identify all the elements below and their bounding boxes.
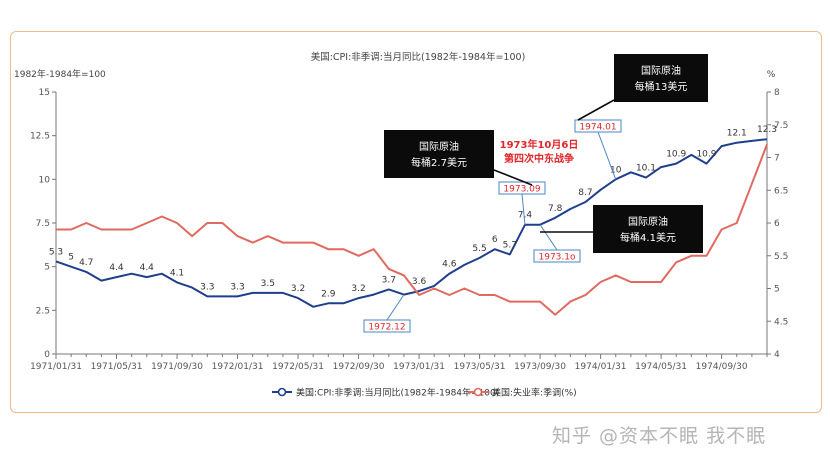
unemployment-series-line (56, 144, 768, 316)
legend-item-cpi[interactable]: 美国:CPI:非季调:当月同比(1982年-1984年=100) (272, 387, 499, 399)
left-tick-label: 2.5 (36, 306, 50, 316)
x-tick-label: 1971/01/31 (30, 362, 82, 372)
oil-box-1: 国际原油 每桶2.7美元 (384, 130, 494, 178)
left-tick-label: 7.5 (36, 219, 50, 229)
right-tick-label: 5 (774, 285, 780, 295)
date-callout-label: 1973.1o (539, 253, 576, 263)
date-callout-box (533, 249, 581, 263)
cpi-data-label: 8.7 (578, 188, 592, 198)
right-tick-label: 7 (774, 154, 780, 164)
x-tick-label: 1973/01/31 (393, 362, 445, 372)
left-tick-label: 10 (39, 175, 51, 185)
oil-box-1-line1: 国际原油 (419, 140, 459, 153)
cpi-data-label: 3.7 (382, 275, 396, 285)
right-tick-label: 7.5 (774, 121, 788, 131)
cpi-data-label: 5 (68, 253, 74, 263)
right-tick-label: 6 (774, 219, 780, 229)
cpi-data-label: 3.2 (291, 284, 305, 294)
right-axis-unit: % (767, 70, 776, 80)
date-callout: 1973.1o (533, 224, 581, 263)
cpi-data-label: 7.4 (518, 211, 533, 221)
cpi-data-label: 12.3 (757, 125, 777, 135)
cpi-data-label: 4.4 (140, 263, 155, 273)
legend-item-unemployment[interactable]: 美国:失业率:季调(%) (468, 387, 577, 399)
legend-label-cpi: 美国:CPI:非季调:当月同比(1982年-1984年=100) (296, 387, 499, 399)
cpi-data-label: 5.5 (472, 244, 486, 254)
date-callout: 1973.09 (498, 181, 546, 225)
cpi-data-label: 3.2 (351, 284, 365, 294)
left-tick-label: 0 (44, 350, 50, 360)
oil-box-3-line2: 每桶13美元 (635, 80, 688, 93)
cpi-series-line (55, 138, 768, 308)
cpi-data-label: 3.5 (261, 279, 275, 289)
cpi-data-label: 10 (610, 165, 622, 175)
watermark: 知乎 @资本不眠 我不眠 (552, 425, 767, 447)
oil-box-2: 国际原油 每桶4.1美元 (593, 205, 703, 253)
date-callout-box (363, 319, 411, 333)
cpi-data-label: 5.7 (503, 240, 517, 250)
cpi-data-label: 4.7 (79, 258, 93, 268)
oil-box-3-pointer (577, 99, 615, 121)
date-callout-pointer (597, 131, 617, 180)
cpi-data-label: 2.9 (321, 289, 336, 299)
x-tick-label: 1974/09/30 (696, 362, 748, 372)
date-callout-box (498, 181, 546, 195)
x-tick-label: 1972/01/31 (212, 362, 264, 372)
x-tick-label: 1974/01/31 (575, 362, 627, 372)
date-callout-pointer (521, 193, 526, 225)
oil-box-1-pointer (493, 169, 533, 186)
date-callout-label: 1972.12 (368, 323, 405, 333)
right-tick-label: 5.5 (774, 252, 788, 262)
cpi-data-label: 3.3 (200, 282, 214, 292)
date-callout-pointer (386, 294, 405, 321)
oil-box-1-line2: 每桶2.7美元 (411, 156, 467, 169)
right-tick-label: 4.5 (774, 317, 788, 327)
oil-box-3: 国际原油 每桶13美元 (614, 54, 708, 102)
legend-label-unemployment: 美国:失业率:季调(%) (492, 387, 577, 399)
chart-title: 美国:CPI:非季调:当月同比(1982年-1984年=100) (311, 51, 526, 63)
cpi-data-label: 10.9 (666, 150, 686, 160)
right-tick-label: 6.5 (774, 186, 788, 196)
right-tick-label: 4 (774, 350, 780, 360)
cpi-data-label: 10.1 (636, 164, 656, 174)
cpi-data-label: 12.1 (727, 129, 747, 139)
cpi-data-label: 6 (492, 235, 498, 245)
cpi-data-label: 4.6 (442, 260, 457, 270)
oil-box-3-line1: 国际原油 (641, 64, 681, 77)
date-callout-label: 1973.09 (503, 185, 540, 195)
date-callout-label: 1974.01 (579, 123, 616, 133)
oil-box-2-line2: 每桶4.1美元 (620, 231, 676, 244)
chart-frame (10, 31, 822, 413)
cpi-data-label: 4.4 (109, 263, 124, 273)
left-tick-label: 15 (39, 88, 50, 98)
x-tick-label: 1973/09/30 (514, 362, 566, 372)
cpi-data-label: 7.8 (548, 204, 563, 214)
left-tick-label: 12.5 (30, 132, 50, 142)
date-callout-pointer (539, 224, 558, 251)
legend: 美国:CPI:非季调:当月同比(1982年-1984年=100) 美国:失业率:… (272, 387, 577, 399)
x-tick-label: 1971/05/31 (91, 362, 143, 372)
oil-box-2-line1: 国际原油 (628, 215, 668, 228)
right-tick-label: 8 (774, 88, 780, 98)
x-tick-label: 1971/09/30 (151, 362, 203, 372)
cpi-data-label: 3.6 (412, 277, 427, 287)
date-callout: 1974.01 (574, 119, 622, 180)
x-tick-label: 1972/05/31 (272, 362, 324, 372)
event-note-line1: 1973年10月6日 (500, 138, 579, 151)
x-tick-label: 1974/05/31 (635, 362, 687, 372)
date-callout-box (574, 119, 622, 133)
cpi-data-label: 10.9 (696, 150, 716, 160)
left-tick-label: 5 (44, 263, 50, 273)
event-note-line2: 第四次中东战争 (504, 152, 574, 165)
cpi-data-label: 3.3 (230, 282, 244, 292)
x-tick-label: 1972/09/30 (333, 362, 385, 372)
x-tick-label: 1973/05/31 (454, 362, 506, 372)
cpi-data-label: 5.3 (49, 247, 63, 257)
cpi-data-label: 4.1 (170, 268, 184, 278)
left-axis-unit: 1982年-1984年=100 (14, 68, 106, 80)
date-callout: 1972.12 (363, 294, 411, 333)
